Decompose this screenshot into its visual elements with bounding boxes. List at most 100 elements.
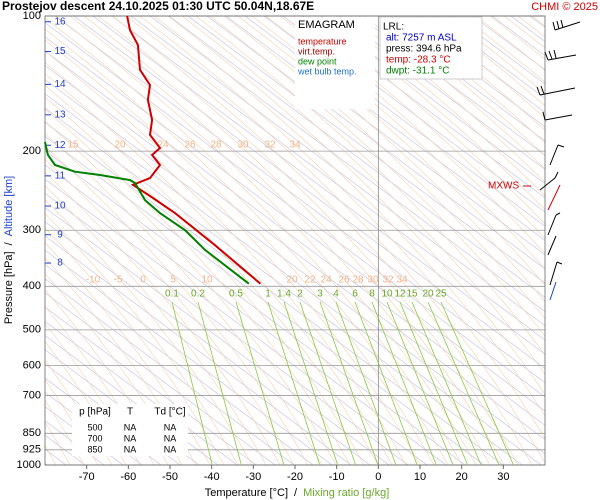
lrl-line: dwpt: -31.1 °C	[386, 66, 449, 77]
adiabat-label: 34	[396, 275, 408, 286]
moist-adiabat	[560, 16, 600, 465]
adiabat-label: 34	[289, 140, 301, 151]
moist-adiabat	[45, 108, 351, 465]
adiabat-label: 5	[170, 275, 176, 286]
moist-adiabat	[405, 16, 545, 131]
dry-adiabat	[45, 107, 523, 465]
adiabat-label: 26	[338, 275, 350, 286]
moist-adiabat	[45, 359, 113, 465]
adiabat-label: 20	[114, 140, 126, 151]
wind-barb	[544, 49, 577, 61]
mixing-ratio-line	[299, 301, 356, 466]
y-tick-label: 925	[23, 444, 41, 456]
altitude-label: 10	[54, 201, 66, 212]
dry-adiabat	[187, 16, 545, 284]
mixing-ratio-line	[319, 301, 379, 466]
table-cell: NA	[164, 433, 177, 443]
moist-adiabat	[167, 16, 545, 395]
dry-adiabat	[45, 64, 545, 441]
dry-adiabat	[45, 22, 545, 398]
mixing-ratio-line	[399, 301, 468, 466]
moist-adiabat	[111, 16, 533, 465]
moist-adiabat	[45, 379, 99, 465]
x-tick-label: -30	[245, 471, 261, 483]
x-tick-label: 0	[375, 471, 381, 483]
adiabat-label: 22	[304, 275, 316, 286]
dry-adiabat	[45, 249, 333, 465]
mixing-ratio-line	[371, 301, 437, 466]
x-axis-label-main: Temperature [°C]	[205, 487, 288, 499]
y-axis-label-sep: /	[3, 241, 15, 245]
moist-adiabat	[45, 227, 225, 465]
dry-adiabat	[587, 16, 600, 465]
dry-adiabat	[434, 16, 545, 99]
wind-barb	[547, 212, 561, 236]
dry-adiabat	[45, 349, 200, 465]
dry-adiabat	[301, 16, 545, 199]
y-tick-label: 300	[23, 224, 41, 236]
table-box	[72, 404, 188, 456]
wind-barb	[542, 111, 573, 121]
mixing-ratio-label: 12	[394, 289, 406, 300]
credit: CHMI © 2025	[531, 1, 598, 13]
mixing-ratio-line	[267, 301, 321, 466]
lrl-box	[379, 16, 483, 80]
dry-adiabat	[54, 16, 545, 384]
dry-adiabat	[45, 306, 257, 465]
mixing-ratio-line	[235, 301, 285, 466]
x-tick-label: 10	[414, 471, 426, 483]
mixing-ratio-label: 8	[369, 289, 375, 300]
dry-adiabat	[149, 16, 545, 313]
table-cell: NA	[124, 444, 137, 454]
y-tick-label: 600	[23, 359, 41, 371]
altitude-label: 15	[54, 46, 66, 57]
mixing-ratio-line	[335, 301, 397, 466]
moist-adiabat	[391, 16, 545, 144]
moist-adiabat	[55, 16, 477, 465]
dry-adiabat	[45, 235, 352, 465]
dry-adiabat	[45, 79, 545, 455]
dry-adiabat	[45, 36, 545, 412]
chart-title: Prostejov descent 24.10.2025 01:30 UTC 5…	[2, 0, 314, 13]
legend-title: EMAGRAM	[298, 19, 355, 31]
moist-adiabat	[69, 16, 491, 465]
moist-adiabat	[45, 399, 85, 465]
dry-adiabat	[168, 16, 545, 298]
mixing-ratio-label: 25	[435, 289, 447, 300]
wind-barb	[536, 85, 576, 96]
x-tick-label: -50	[162, 471, 178, 483]
x-axis-label-mixing: Mixing ratio [g/kg]	[303, 487, 389, 499]
mxws-label: MXWS	[488, 181, 519, 192]
dry-adiabat	[377, 16, 545, 142]
adiabat-label: -5	[114, 275, 123, 286]
y-tick-label: 100	[23, 10, 41, 22]
moist-adiabat	[45, 172, 281, 465]
dry-adiabat	[45, 207, 390, 465]
dry-adiabat	[320, 16, 545, 185]
dry-adiabat	[339, 16, 545, 170]
y-tick-label: 400	[23, 280, 41, 292]
table-cell: NA	[164, 444, 177, 454]
legend-entry: temperature	[298, 36, 347, 46]
dry-adiabat	[45, 121, 504, 465]
y-tick-label: 500	[23, 324, 41, 336]
moist-adiabat	[45, 273, 183, 465]
moist-adiabat	[419, 16, 545, 119]
moist-adiabat	[209, 16, 545, 337]
mixing-ratio-line	[440, 301, 514, 466]
y-tick-label: 850	[23, 427, 41, 439]
altitude-label: 8	[57, 258, 63, 269]
moist-adiabat	[45, 120, 337, 465]
adiabat-label: 28	[210, 140, 222, 151]
adiabat-label: 15	[67, 140, 79, 151]
mixing-ratio-label: 4	[333, 289, 339, 300]
moist-adiabat	[45, 145, 309, 465]
table-cell: 700	[87, 433, 102, 443]
moist-adiabat	[195, 16, 545, 356]
moist-adiabat	[363, 16, 545, 170]
wind-barb	[547, 235, 557, 256]
mixing-ratio-line	[411, 301, 482, 466]
mixing-ratio-label: 6	[352, 289, 358, 300]
dry-adiabat	[111, 16, 545, 341]
